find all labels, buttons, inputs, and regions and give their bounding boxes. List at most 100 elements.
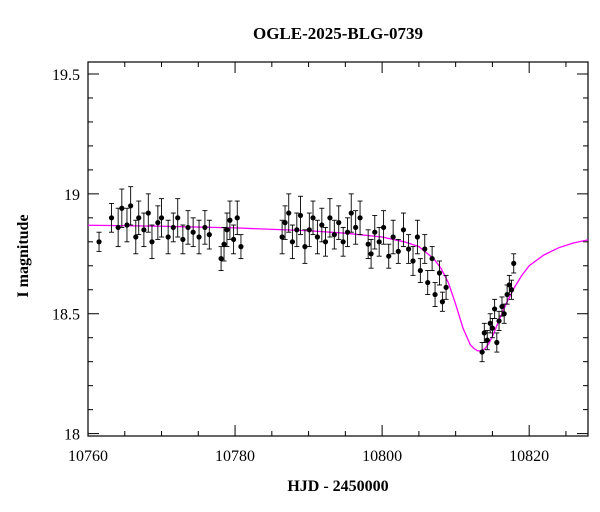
data-point [422,234,428,264]
data-point [218,246,224,272]
y-tick-label: 18 [64,427,80,444]
point-marker [141,227,147,233]
data-point [436,260,443,286]
point-marker [436,270,443,276]
point-marker [501,311,507,317]
point-marker [124,222,130,228]
point-marker [410,258,416,264]
x-tick-label: 10800 [362,448,402,465]
data-point [439,291,446,312]
data-point [425,270,431,296]
point-marker [234,215,240,221]
data-point [124,207,130,243]
data-point [170,212,176,243]
data-point [289,224,296,260]
data-point [494,332,500,353]
point-marker [348,210,354,216]
point-marker [511,260,517,266]
data-point [353,210,359,245]
point-marker [302,244,308,250]
point-marker [487,320,493,326]
data-point [133,219,139,255]
data-point [331,219,337,250]
point-marker [230,236,237,243]
data-point [180,224,186,255]
point-marker [368,251,374,257]
point-marker [196,234,202,240]
point-marker [286,210,292,216]
data-point [108,202,115,233]
point-marker [508,287,515,293]
data-point [481,322,487,343]
point-marker [380,224,387,231]
data-point [365,229,371,260]
y-tick-label: 19 [64,187,80,204]
point-marker [443,284,449,290]
data-point [487,313,493,334]
data-point [96,231,102,252]
data-point [322,226,329,257]
point-marker [133,234,139,240]
point-marker [484,337,490,343]
point-marker [425,279,431,286]
data-point [158,198,165,238]
point-marker [155,220,161,226]
point-marker [357,215,363,221]
y-tick-label: 18.5 [52,307,80,324]
model-curve-layer [87,224,589,352]
data-point [386,243,392,269]
point-marker [108,215,115,221]
data-point [390,219,396,255]
data-point [306,212,312,248]
data-point [508,279,515,300]
point-marker [279,234,285,240]
point-marker [294,227,300,233]
point-marker [479,349,485,355]
data-point [221,226,227,262]
point-marker [185,224,191,231]
point-marker [414,234,421,240]
point-marker [496,318,502,324]
data-point [376,226,382,257]
y-tick-label: 19.5 [52,67,80,84]
point-marker [218,255,224,262]
point-marker [119,205,125,211]
point-marker [297,212,304,219]
point-marker [492,306,498,312]
data-point [302,229,308,264]
data-point [395,238,401,264]
data-points-layer [96,186,517,363]
data-point [432,282,438,307]
data-point [501,303,507,324]
data-point [410,246,416,276]
data-point [190,217,196,248]
data-point [224,212,230,248]
point-marker [221,241,227,247]
data-point [202,210,208,245]
point-marker [136,215,142,221]
point-marker [170,224,176,231]
data-point [417,258,423,284]
point-marker [395,248,401,254]
data-point [511,253,517,274]
data-point [344,217,351,248]
point-marker [429,255,435,262]
data-point [380,210,387,245]
data-point [149,224,155,260]
data-point [286,193,292,233]
point-marker [115,224,121,231]
point-marker [376,239,382,245]
data-point [155,205,161,240]
data-point [119,188,125,228]
point-marker [145,210,151,216]
point-marker [506,282,512,288]
point-marker [336,220,342,226]
data-point [128,186,134,226]
data-point [175,198,181,238]
point-marker [149,239,155,245]
point-marker [128,203,134,209]
data-point [372,214,378,250]
data-point [443,274,449,300]
data-point [368,238,374,269]
point-marker [327,215,333,221]
